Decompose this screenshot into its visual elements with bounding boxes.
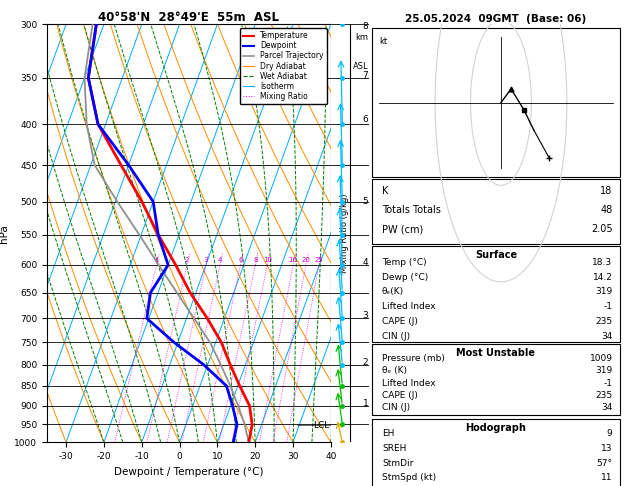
Text: 4: 4 bbox=[363, 258, 369, 266]
Text: Mixing Ratio (g/kg): Mixing Ratio (g/kg) bbox=[340, 193, 349, 273]
Text: 319: 319 bbox=[595, 287, 613, 296]
Text: Hodograph: Hodograph bbox=[465, 423, 526, 434]
Text: CAPE (J): CAPE (J) bbox=[382, 391, 418, 400]
Text: 57°: 57° bbox=[596, 459, 613, 468]
Text: 34: 34 bbox=[601, 403, 613, 413]
Text: CIN (J): CIN (J) bbox=[382, 403, 410, 413]
Text: ASL: ASL bbox=[353, 62, 369, 71]
Text: SREH: SREH bbox=[382, 444, 406, 453]
Text: 10: 10 bbox=[263, 257, 272, 263]
Text: 20: 20 bbox=[301, 257, 310, 263]
Text: Most Unstable: Most Unstable bbox=[457, 348, 535, 358]
X-axis label: Dewpoint / Temperature (°C): Dewpoint / Temperature (°C) bbox=[114, 467, 264, 477]
Text: 9: 9 bbox=[607, 430, 613, 438]
Text: 13: 13 bbox=[601, 444, 613, 453]
Text: θₑ(K): θₑ(K) bbox=[382, 287, 404, 296]
Text: 3: 3 bbox=[204, 257, 208, 263]
Text: Temp (°C): Temp (°C) bbox=[382, 258, 426, 267]
Text: 2.05: 2.05 bbox=[591, 225, 613, 234]
Text: CAPE (J): CAPE (J) bbox=[382, 317, 418, 326]
Text: PW (cm): PW (cm) bbox=[382, 225, 423, 234]
Text: 11: 11 bbox=[601, 473, 613, 482]
Text: StmSpd (kt): StmSpd (kt) bbox=[382, 473, 436, 482]
Bar bbox=[372, 344, 620, 415]
Text: θₑ (K): θₑ (K) bbox=[382, 366, 407, 375]
Text: 5: 5 bbox=[362, 197, 369, 206]
Bar bbox=[372, 179, 620, 244]
Text: CIN (J): CIN (J) bbox=[382, 332, 410, 341]
Text: 235: 235 bbox=[596, 391, 613, 400]
Text: 2: 2 bbox=[185, 257, 189, 263]
Text: 18.3: 18.3 bbox=[593, 258, 613, 267]
Text: 8: 8 bbox=[253, 257, 258, 263]
Bar bbox=[372, 419, 620, 486]
Text: 1: 1 bbox=[154, 257, 159, 263]
Text: Dewp (°C): Dewp (°C) bbox=[382, 273, 428, 281]
Text: LCL: LCL bbox=[313, 421, 329, 430]
Title: 40°58'N  28°49'E  55m  ASL: 40°58'N 28°49'E 55m ASL bbox=[99, 11, 279, 24]
Text: Lifted Index: Lifted Index bbox=[382, 379, 435, 388]
Text: 16: 16 bbox=[289, 257, 298, 263]
Text: 7: 7 bbox=[362, 71, 369, 80]
Text: Lifted Index: Lifted Index bbox=[382, 302, 435, 312]
Text: km: km bbox=[355, 33, 369, 42]
Text: 319: 319 bbox=[595, 366, 613, 375]
Text: Pressure (mb): Pressure (mb) bbox=[382, 354, 445, 363]
Y-axis label: hPa: hPa bbox=[0, 224, 9, 243]
Text: 34: 34 bbox=[601, 332, 613, 341]
Text: 48: 48 bbox=[600, 205, 613, 215]
Text: Surface: Surface bbox=[475, 250, 517, 260]
Bar bbox=[372, 246, 620, 342]
Text: 4: 4 bbox=[218, 257, 222, 263]
Text: 1: 1 bbox=[362, 399, 369, 408]
Text: 1009: 1009 bbox=[589, 354, 613, 363]
Title: 25.05.2024  09GMT  (Base: 06): 25.05.2024 09GMT (Base: 06) bbox=[405, 14, 587, 23]
Bar bbox=[372, 29, 620, 177]
Text: StmDir: StmDir bbox=[382, 459, 413, 468]
Text: 6: 6 bbox=[238, 257, 243, 263]
Text: 8: 8 bbox=[362, 22, 369, 31]
Text: 2: 2 bbox=[363, 358, 369, 367]
Text: -1: -1 bbox=[604, 379, 613, 388]
Text: EH: EH bbox=[382, 430, 394, 438]
Text: 3: 3 bbox=[362, 312, 369, 320]
Text: 6: 6 bbox=[362, 115, 369, 124]
Text: 14.2: 14.2 bbox=[593, 273, 613, 281]
Text: kt: kt bbox=[379, 37, 387, 46]
Text: Totals Totals: Totals Totals bbox=[382, 205, 441, 215]
Text: 25: 25 bbox=[314, 257, 323, 263]
Text: 18: 18 bbox=[600, 186, 613, 195]
Text: 235: 235 bbox=[596, 317, 613, 326]
Text: -1: -1 bbox=[604, 302, 613, 312]
Legend: Temperature, Dewpoint, Parcel Trajectory, Dry Adiabat, Wet Adiabat, Isotherm, Mi: Temperature, Dewpoint, Parcel Trajectory… bbox=[240, 28, 327, 104]
Text: K: K bbox=[382, 186, 388, 195]
